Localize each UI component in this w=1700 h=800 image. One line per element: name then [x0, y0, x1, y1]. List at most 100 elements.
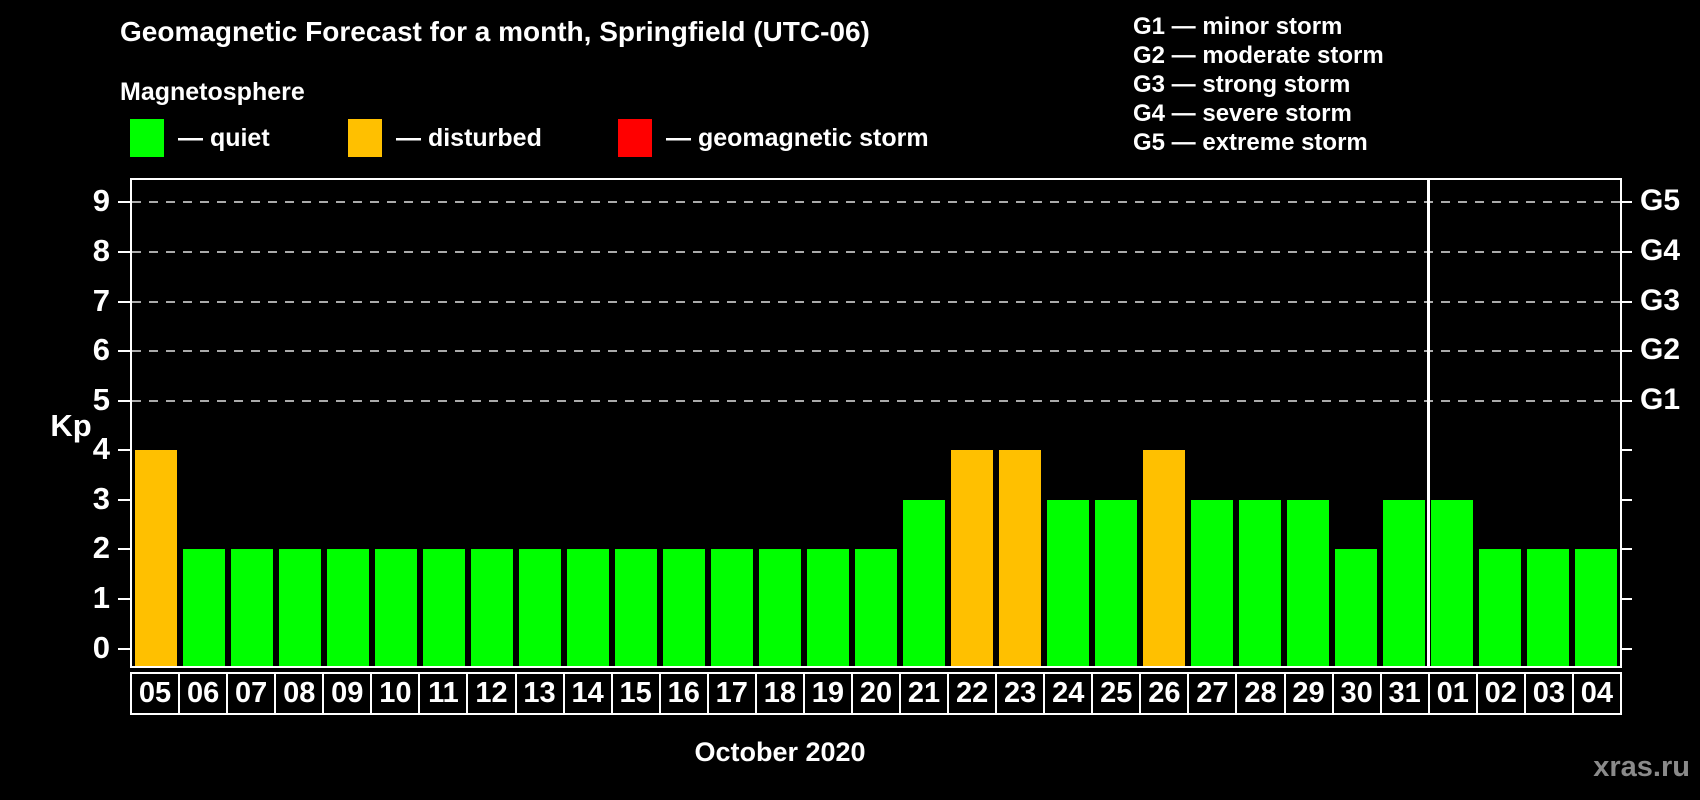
y-tick-label-7: 7 — [92, 282, 110, 318]
bar-day-11 — [423, 549, 465, 666]
bar-day-30 — [1335, 549, 1377, 666]
bar-day-04 — [1575, 549, 1617, 666]
g-scale-line-5: G5 — extreme storm — [1133, 129, 1368, 156]
y-axis-tick-1 — [118, 598, 130, 601]
legend-label-quiet: — quiet — [178, 123, 270, 152]
bar-day-21 — [903, 499, 945, 666]
legend-label-disturbed: — disturbed — [396, 123, 542, 152]
day-label-02: 02 — [1475, 672, 1526, 715]
legend-item-storm: — geomagnetic storm — [618, 119, 929, 157]
day-label-17: 17 — [706, 672, 757, 715]
right-axis-tick-0 — [1620, 647, 1632, 650]
day-label-09: 09 — [322, 672, 373, 715]
g-scale-line-1: G1 — minor storm — [1133, 13, 1343, 40]
gridline-kp8 — [132, 250, 1620, 253]
bar-day-23 — [999, 450, 1041, 666]
right-axis-tick-1 — [1620, 598, 1632, 601]
g-axis-label-g1: G1 — [1640, 382, 1681, 416]
month-label: October 2020 — [694, 737, 866, 767]
g-axis-label-g2: G2 — [1640, 333, 1681, 367]
bar-day-25 — [1095, 499, 1137, 666]
bar-day-03 — [1527, 549, 1569, 666]
bar-day-26 — [1143, 450, 1185, 666]
day-label-27: 27 — [1187, 672, 1238, 715]
g-scale-legend: G1 — minor storm G2 — moderate storm G3 — … — [1133, 12, 1384, 157]
right-axis-tick-9 — [1620, 201, 1632, 204]
bar-day-08 — [279, 549, 321, 666]
y-tick-label-3: 3 — [92, 480, 110, 516]
day-label-16: 16 — [658, 672, 709, 715]
y-axis-tick-6 — [118, 350, 130, 353]
y-tick-label-2: 2 — [92, 530, 110, 566]
y-tick-label-8: 8 — [92, 232, 110, 268]
right-axis-tick-8 — [1620, 250, 1632, 253]
day-label-28: 28 — [1235, 672, 1286, 715]
y-axis-label: Kp — [50, 408, 92, 443]
right-axis-tick-3 — [1620, 498, 1632, 501]
y-tick-label-4: 4 — [92, 431, 110, 467]
day-label-13: 13 — [514, 672, 565, 715]
day-label-29: 29 — [1283, 672, 1334, 715]
day-label-18: 18 — [754, 672, 805, 715]
bar-day-10 — [375, 549, 417, 666]
bar-day-20 — [855, 549, 897, 666]
y-axis-tick-9 — [118, 201, 130, 204]
right-axis-tick-4 — [1620, 449, 1632, 452]
right-axis-tick-6 — [1620, 350, 1632, 353]
y-axis-tick-5 — [118, 399, 130, 402]
day-label-19: 19 — [802, 672, 853, 715]
y-axis-tick-7 — [118, 300, 130, 303]
bar-day-28 — [1239, 499, 1281, 666]
right-axis-tick-5 — [1620, 399, 1632, 402]
bar-day-24 — [1047, 499, 1089, 666]
legend-item-disturbed: — disturbed — [348, 119, 542, 157]
legend-swatch-quiet — [130, 119, 164, 157]
legend-swatch-disturbed — [348, 119, 382, 157]
y-tick-label-9: 9 — [92, 183, 110, 219]
day-label-10: 10 — [370, 672, 421, 715]
day-label-23: 23 — [995, 672, 1046, 715]
day-label-21: 21 — [899, 672, 950, 715]
g-scale-line-3: G3 — strong storm — [1133, 71, 1351, 98]
day-label-20: 20 — [850, 672, 901, 715]
y-tick-label-5: 5 — [92, 381, 110, 417]
gridline-kp5 — [132, 399, 1620, 402]
gridline-kp6 — [132, 350, 1620, 353]
bar-day-18 — [759, 549, 801, 666]
bar-day-31 — [1383, 499, 1425, 666]
g-axis-label-g3: G3 — [1640, 283, 1681, 317]
y-tick-label-6: 6 — [92, 332, 110, 368]
g-scale-line-2: G2 — moderate storm — [1133, 42, 1384, 69]
watermark: xras.ru — [1593, 751, 1690, 783]
day-label-30: 30 — [1331, 672, 1382, 715]
bar-day-27 — [1191, 499, 1233, 666]
bar-day-07 — [231, 549, 273, 666]
day-label-04: 04 — [1571, 672, 1622, 715]
bar-day-12 — [471, 549, 513, 666]
g-axis-label-g4: G4 — [1640, 233, 1681, 267]
bar-day-29 — [1287, 499, 1329, 666]
bar-day-05 — [135, 450, 177, 666]
magnetosphere-label: Magnetosphere — [120, 78, 305, 106]
bar-day-01 — [1430, 499, 1473, 666]
day-label-22: 22 — [947, 672, 998, 715]
y-axis-tick-8 — [118, 250, 130, 253]
y-axis-tick-4 — [118, 449, 130, 452]
y-tick-label-1: 1 — [92, 580, 110, 616]
y-axis-tick-3 — [118, 498, 130, 501]
day-label-15: 15 — [610, 672, 661, 715]
day-label-14: 14 — [562, 672, 613, 715]
right-axis-tick-7 — [1620, 300, 1632, 303]
legend-swatch-storm — [618, 119, 652, 157]
right-axis-tick-2 — [1620, 548, 1632, 551]
bar-day-19 — [807, 549, 849, 666]
g-axis-label-g5: G5 — [1640, 184, 1681, 218]
day-label-31: 31 — [1379, 672, 1430, 715]
day-label-11: 11 — [418, 672, 469, 715]
x-axis-day-labels: 05 06 07 08 09 10 11 12 13 14 15 16 17 18 19 20 21 22 23 24… — [130, 672, 1622, 715]
legend-item-quiet: — quiet — [130, 119, 270, 157]
day-label-24: 24 — [1043, 672, 1094, 715]
bar-day-16 — [663, 549, 705, 666]
bar-day-15 — [615, 549, 657, 666]
